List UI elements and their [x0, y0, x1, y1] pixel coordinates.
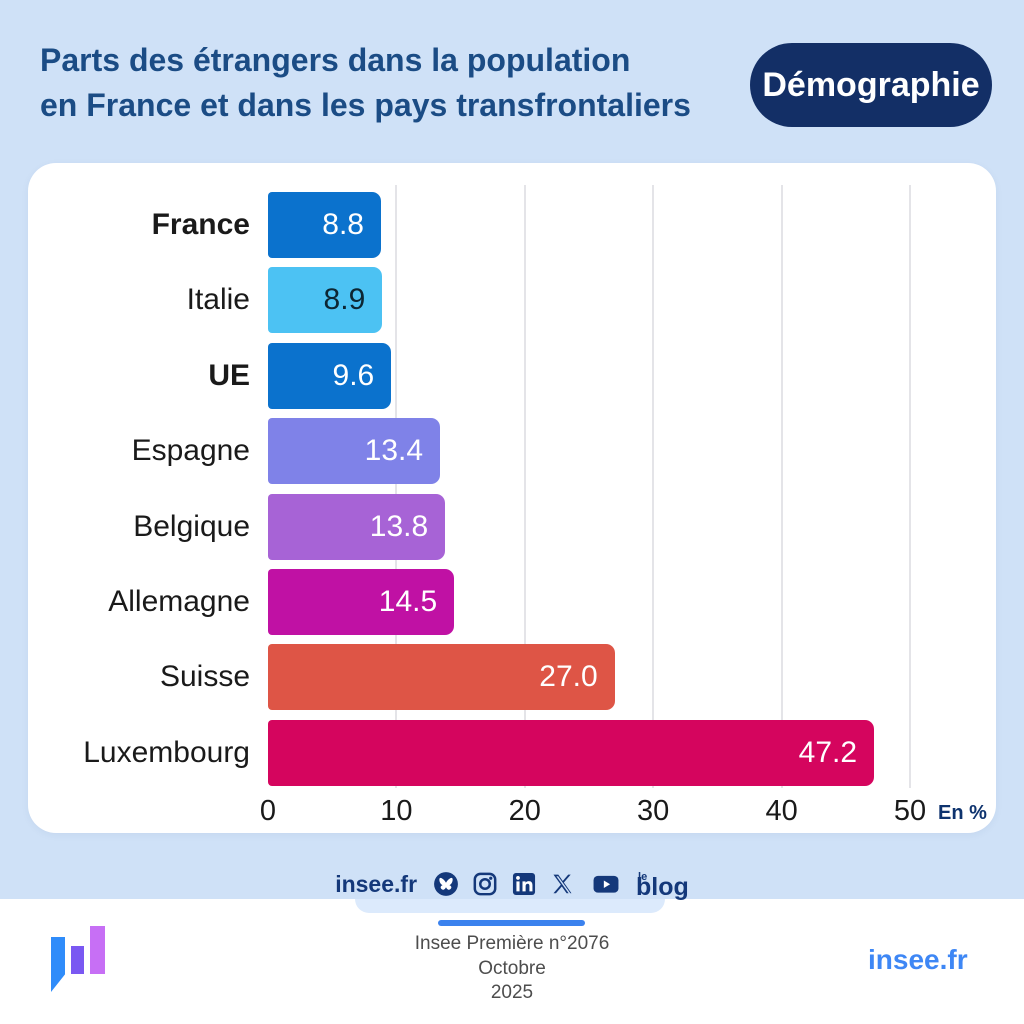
- bar-row-label: Belgique: [133, 509, 250, 543]
- page-title: Parts des étrangers dans la population e…: [40, 38, 760, 128]
- axis-tick-label: 40: [765, 795, 798, 827]
- axis-tick-label: 0: [259, 795, 277, 827]
- publication-info: Insee Première n°2076 Octobre 2025: [312, 932, 712, 1006]
- gridline: [909, 185, 911, 788]
- axis-tick-label: 20: [508, 795, 541, 827]
- bar-row-label: Allemagne: [108, 585, 250, 618]
- background-tab-notch: [355, 899, 665, 913]
- axis-tick-label: 30: [637, 795, 670, 827]
- page-title-line1: Parts des étrangers dans la population: [40, 42, 631, 78]
- category-badge: Démographie: [750, 43, 992, 127]
- axis-unit-label: En %: [938, 802, 987, 824]
- social-links-row: insee.fr le blog: [0, 866, 1024, 902]
- publication-year: 2025: [490, 982, 534, 1003]
- bar-value-label: 27.0: [539, 660, 598, 694]
- bar-row-label: Luxembourg: [83, 735, 250, 769]
- insee-logo-bar-violet: [90, 926, 105, 974]
- gridline: [780, 185, 783, 788]
- bar-row-label: UE: [208, 358, 250, 392]
- bar: 13.8: [268, 493, 446, 560]
- category-badge-label: Démographie: [762, 65, 980, 104]
- insee-site-label: insee.fr: [335, 870, 418, 897]
- gridline: [523, 185, 526, 788]
- le-blog-le-label: le: [638, 870, 648, 883]
- bar-value-label: 14.5: [378, 585, 438, 618]
- youtube-icon[interactable]: [589, 871, 623, 897]
- axis-tick-label: 10: [380, 795, 413, 827]
- bar-value-label: 8.8: [322, 208, 364, 241]
- bar: 9.6: [268, 342, 392, 409]
- bar-row-label: France: [151, 208, 250, 241]
- bar: 14.5: [268, 569, 455, 635]
- bar-value-label: 13.8: [369, 509, 429, 543]
- gridline: [395, 185, 398, 788]
- publication-accent-line: [438, 920, 585, 926]
- bar-chart: 0 10 20 30 40 50 En % France 8.8 Italie 8.9 UE 9.6 Es…: [28, 163, 996, 833]
- bar: 27.0: [268, 644, 615, 711]
- bar-value-label: 8.9: [323, 283, 366, 317]
- le-blog-label: blog: [636, 872, 689, 901]
- chart-card: 0 10 20 30 40 50 En % France 8.8 Italie 8.9 UE 9.6 Es…: [28, 163, 996, 833]
- bar-row-label: Italie: [186, 283, 250, 317]
- instagram-icon[interactable]: [472, 871, 498, 897]
- bar: 8.9: [268, 267, 383, 334]
- bar-row-label: Espagne: [131, 434, 250, 468]
- publication-title: Insee Première n°2076: [414, 933, 610, 954]
- bar: 8.8: [268, 192, 381, 258]
- bar-value-label: 13.4: [364, 434, 424, 468]
- x-icon[interactable]: [550, 871, 576, 897]
- linkedin-icon[interactable]: [511, 871, 537, 897]
- bar-row-label: Suisse: [159, 660, 250, 694]
- bar: 13.4: [268, 418, 441, 485]
- bar: 47.2: [268, 719, 875, 786]
- bar-value-label: 9.6: [332, 358, 375, 392]
- gridline: [652, 185, 655, 788]
- insee-logo-bar-blue: [51, 937, 65, 992]
- insee-logo: [51, 926, 107, 994]
- axis-tick-label: 50: [893, 795, 927, 827]
- le-blog-link[interactable]: le blog: [636, 869, 689, 900]
- bar-value-label: 47.2: [798, 735, 858, 769]
- publication-month: Octobre: [478, 957, 546, 979]
- page-title-line2: en France et dans les pays transfrontali…: [40, 87, 691, 123]
- bluesky-icon[interactable]: [433, 871, 459, 897]
- insee-logo-bar-purple: [71, 946, 84, 974]
- insee-fr-link[interactable]: insee.fr: [868, 944, 968, 975]
